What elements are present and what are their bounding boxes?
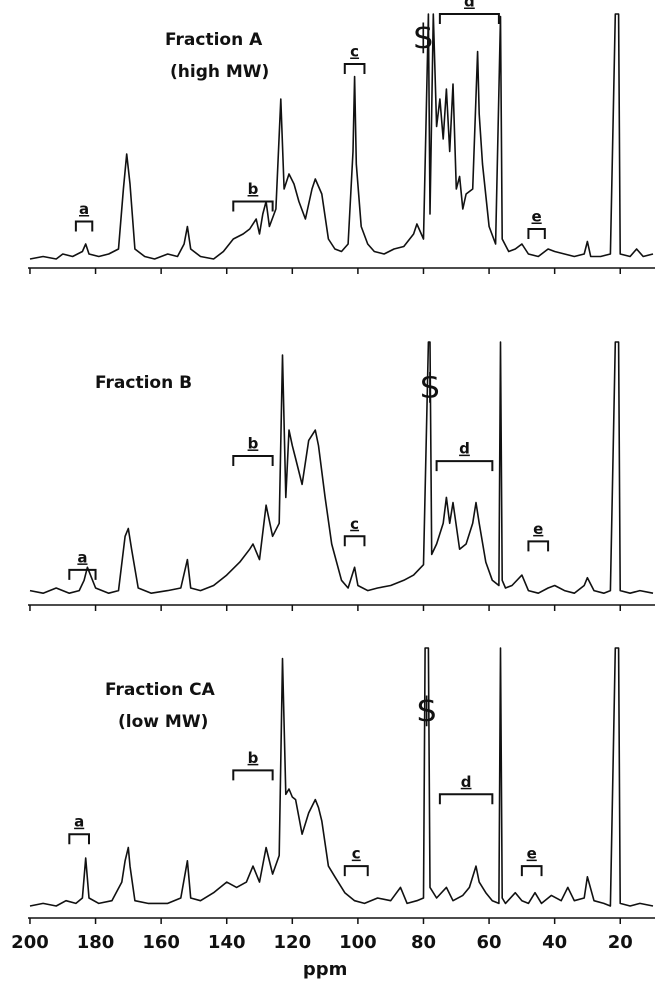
region-label: c [352,845,361,863]
region-bracket [232,200,274,212]
x-tick-label: 20 [608,932,633,953]
panel-title: Fraction CA [105,680,216,700]
region-bracket [527,228,546,239]
panel-title: Fraction A [165,30,263,50]
solvent-marker: $ [413,18,435,58]
region-bracket [343,535,366,547]
region-bracket [438,793,494,805]
region-bracket [438,13,500,24]
x-tick-label: 80 [411,932,436,953]
region-label: c [350,515,359,533]
region-label: a [77,548,87,566]
region-label: c [350,43,359,61]
x-tick-label: 60 [477,932,502,953]
spectrum-line [29,13,654,260]
region-label: d [464,0,475,11]
spectrum-line [29,647,654,907]
region-bracket [74,220,94,232]
region-label: a [74,813,84,831]
region-label: d [461,773,472,791]
region-label: e [527,845,537,863]
region-label: d [459,440,470,458]
region-bracket [520,865,543,877]
region-bracket [435,460,494,472]
solvent-marker: $ [416,690,438,730]
x-tick-label: 40 [542,932,567,953]
region-label: a [79,200,89,218]
panel-title: Fraction B [95,373,192,393]
region-bracket [232,769,274,781]
x-tick-label: 120 [274,932,312,953]
region-label: b [248,749,259,767]
region-label: e [532,208,542,226]
region-label: e [533,520,543,538]
spectrum-line [29,341,654,594]
region-bracket [343,63,366,74]
region-bracket [232,454,274,466]
region-bracket [68,568,97,580]
region-label: b [248,434,259,452]
region-label: b [248,180,259,198]
x-axis-label: ppm [303,959,348,980]
x-tick-label: 160 [142,932,180,953]
solvent-marker: $ [419,367,441,407]
region-bracket [343,865,369,877]
x-tick-label: 140 [208,932,246,953]
panel-title: (low MW) [118,712,208,732]
region-bracket [527,540,550,552]
region-bracket [68,833,90,845]
x-tick-label: 180 [77,932,115,953]
x-tick-label: 200 [11,932,49,953]
panel-title: (high MW) [170,62,269,82]
x-tick-label: 100 [339,932,377,953]
